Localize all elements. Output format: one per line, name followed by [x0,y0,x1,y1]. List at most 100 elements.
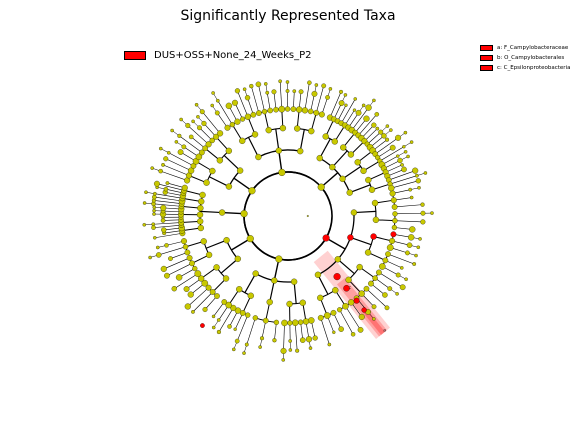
taxon-node [244,95,251,101]
tree-edge [222,211,245,215]
tree-edge [325,237,346,250]
taxon-node [414,173,419,178]
taxon-node [294,125,301,132]
taxon-node [281,319,288,327]
tree-edge [231,238,251,251]
taxon-node [174,140,179,144]
taxon-node [232,347,236,352]
taxon-node [150,166,154,170]
tree-edge [385,164,403,173]
taxon-node [275,255,283,263]
taxon-node [385,251,391,257]
tree-edge [154,196,183,202]
tree-edge [199,127,213,141]
taxon-node [418,237,422,241]
taxon-node [389,190,396,197]
taxon-node [306,215,309,217]
taxon-node [399,266,404,270]
tree-edge [294,322,298,351]
taxon-node [325,95,330,100]
tree-edge [202,111,221,134]
taxon-node [323,312,331,319]
taxon-node [381,133,387,139]
taxon-node [155,252,162,258]
taxon-node [255,153,262,161]
taxon-node [170,128,174,133]
tree-root-arc [243,171,333,261]
taxon-node [322,133,329,140]
taxon-node [273,319,279,325]
taxon-node [177,149,184,155]
taxon-node [409,226,416,233]
taxon-node [347,299,355,306]
taxon-node [160,204,167,211]
tree-edge [183,189,203,196]
tree-edge [185,240,204,248]
taxon-node [284,106,291,112]
tree-edge [393,197,412,201]
taxon-node [388,184,395,192]
tree-edge [374,277,390,289]
clade-letter-label: a [383,329,386,334]
tree-edge [351,107,369,131]
taxon-node [205,141,212,148]
tree-edge [166,240,185,246]
taxon-node [255,81,262,88]
taxon-node [240,210,248,218]
taxon-node [327,342,332,347]
taxon-node [236,167,244,174]
taxon-node [266,298,273,306]
tree-edge [153,200,182,204]
tree-edge [192,291,213,313]
taxon-node [186,255,193,261]
clade-legend-entry: b: O_Campylobacterales [480,53,570,63]
tree-edge [181,220,201,224]
taxon-node [392,211,398,217]
clade-letter-label: c [349,286,352,291]
tree-edge [316,85,324,113]
taxon-node [376,269,382,276]
taxon-node [400,163,404,167]
taxon-node [395,134,402,141]
taxon-node [308,346,313,350]
taxon-node [342,303,349,310]
taxon-node [416,245,421,250]
tree-edge [345,306,361,331]
taxon-node [402,145,406,149]
taxon-node [223,237,230,244]
tree-edge [387,253,415,265]
taxon-node [382,257,389,264]
taxon-node [214,110,220,116]
taxon-node [317,314,324,321]
taxon-node [311,90,318,97]
clade-legend-swatch [480,55,493,61]
clade-legend-label: b: O_Campylobacterales [497,55,565,61]
taxon-node [199,149,205,156]
taxon-node [199,109,205,115]
taxon-node [184,303,191,310]
taxon-node [209,289,216,295]
taxon-node [365,176,372,184]
taxon-node [249,83,254,89]
tree-edge [181,205,201,209]
tree-edge [371,183,391,191]
taxon-node [265,90,270,95]
taxon-node [314,83,319,87]
taxon-node [307,80,312,85]
taxon-node [210,103,214,108]
taxon-node [185,123,191,129]
taxon-node [151,222,156,227]
taxon-node [290,106,297,112]
taxon-node [292,89,297,93]
taxon-node [364,249,372,256]
taxon-node [221,299,228,305]
clade-legend-label: a: F_Campylobacteraceae [497,45,569,51]
taxon-node [392,217,398,224]
taxon-node [259,336,265,341]
tree-edge [170,252,188,259]
taxon-node [251,131,259,138]
taxon-node [409,195,414,200]
taxon-node [391,204,398,210]
taxon-node [328,87,333,91]
